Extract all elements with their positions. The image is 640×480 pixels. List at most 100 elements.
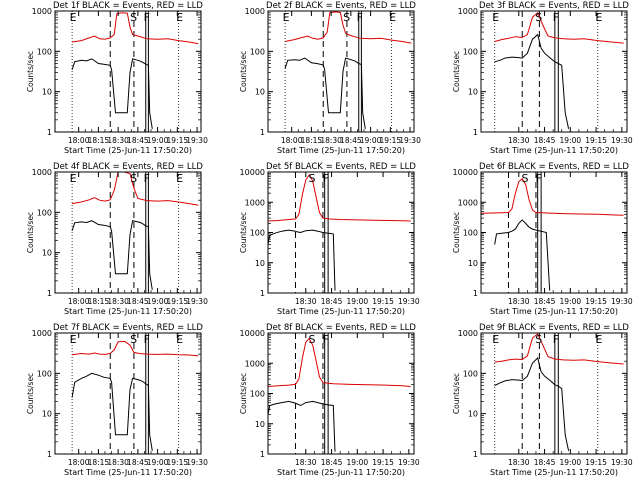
x-tick-label: 19:30	[611, 297, 633, 306]
x-axis-label: Start Time (25-Jun-11 17:50:20)	[64, 468, 192, 477]
x-tick-label: 18:30	[107, 297, 129, 306]
y-tick-label: 1	[47, 450, 52, 459]
y-tick-label: 1000	[458, 198, 478, 207]
events-series-line	[71, 220, 153, 290]
x-tick-label: 19:00	[360, 136, 382, 145]
marker-label-e1: E	[70, 333, 77, 346]
x-axis-label: Start Time (25-Jun-11 17:50:20)	[277, 468, 405, 477]
y-tick-label: 1000	[458, 329, 478, 338]
y-tick-label: 1	[260, 128, 265, 137]
y-tick-label: 1	[47, 289, 52, 298]
x-axis-label: Start Time (25-Jun-11 17:50:20)	[490, 468, 618, 477]
y-tick-label: 10	[468, 88, 478, 97]
x-tick-label: 18:30	[320, 136, 342, 145]
x-tick-label: 18:00	[281, 136, 303, 145]
y-tick-label: 1	[473, 289, 478, 298]
y-tick-label: 100	[250, 229, 265, 238]
x-tick-label: 18:00	[68, 297, 90, 306]
y-tick-label: 10000	[240, 168, 265, 177]
y-tick-label: 100	[463, 369, 478, 378]
marker-label-e2: E	[176, 172, 183, 185]
plot-frame	[480, 171, 628, 294]
x-tick-label: 19:15	[167, 297, 189, 306]
marker-lines	[494, 333, 599, 454]
x-tick-label: 19:00	[347, 297, 369, 306]
plot-frame	[267, 332, 415, 455]
y-tick-label: 10	[468, 410, 478, 419]
panel-title: Det 5f BLACK = Events, RED = LLD	[266, 162, 416, 172]
y-tick-label: 100	[250, 47, 265, 56]
x-tick-label: 19:00	[147, 136, 169, 145]
marker-label-e2: E	[595, 333, 602, 346]
x-tick-label: 18:45	[534, 297, 556, 306]
x-axis: 18:0018:1518:3018:4519:0019:1519:30Start…	[64, 333, 208, 477]
x-tick-label: 18:30	[508, 297, 530, 306]
x-axis: 18:0018:1518:3018:4519:0019:1519:30Start…	[64, 11, 208, 155]
series-group	[481, 177, 624, 291]
x-tick-label: 18:45	[534, 136, 556, 145]
y-tick-label: 100	[37, 208, 52, 217]
y-tick-label: 1000	[32, 329, 52, 338]
y-axis-label: Counts/sec	[26, 51, 35, 92]
y-tick-label: 10	[42, 249, 52, 258]
events-series-line	[494, 219, 551, 291]
marker-label-e2: E	[389, 11, 396, 24]
y-tick-label: 1000	[458, 7, 478, 16]
marker-label-s: S	[130, 11, 137, 24]
x-tick-label: 18:45	[321, 297, 343, 306]
x-tick-label: 18:30	[295, 458, 317, 467]
marker-label-e2: E	[176, 333, 183, 346]
events-series-line	[71, 58, 153, 129]
x-tick-label: 19:15	[585, 297, 607, 306]
y-axis: 1 10 100 1000 10000 Counts/sec	[239, 168, 414, 298]
marker-label-f: F	[553, 333, 559, 346]
y-tick-label: 1	[260, 450, 265, 459]
x-tick-label: 18:15	[88, 136, 110, 145]
marker-label-f: F	[144, 11, 150, 24]
x-tick-label: 19:15	[380, 136, 402, 145]
marker-label-f: F	[536, 172, 542, 185]
lld-series-line	[72, 12, 199, 45]
y-axis-label: Counts/sec	[452, 212, 461, 253]
x-tick-label: 18:30	[508, 458, 530, 467]
events-series-line	[268, 229, 336, 291]
marker-label-s: S	[308, 333, 315, 346]
x-tick-label: 19:00	[560, 297, 582, 306]
x-tick-label: 19:15	[372, 297, 394, 306]
y-axis: 1 10 100 1000 Counts/sec	[239, 7, 414, 137]
y-tick-label: 10	[42, 88, 52, 97]
marker-label-s: S	[535, 333, 542, 346]
y-axis-label: Counts/sec	[452, 373, 461, 414]
x-axis: 18:0018:1518:3018:4519:0019:1519:30Start…	[277, 11, 421, 155]
panel-title: Det 8f BLACK = Events, RED = LLD	[266, 323, 416, 333]
y-tick-label: 1000	[32, 168, 52, 177]
events-series-line	[268, 400, 336, 452]
x-tick-label: 19:15	[167, 136, 189, 145]
y-tick-label: 10	[255, 259, 265, 268]
x-tick-label: 19:30	[611, 136, 633, 145]
x-tick-label: 18:45	[127, 297, 149, 306]
y-tick-label: 1000	[245, 359, 265, 368]
x-tick-label: 18:45	[127, 136, 149, 145]
marker-label-e2: E	[595, 11, 602, 24]
marker-lines	[494, 11, 599, 132]
events-series-line	[284, 57, 366, 129]
x-tick-label: 19:30	[186, 458, 208, 467]
x-axis-label: Start Time (25-Jun-11 17:50:20)	[490, 146, 618, 155]
x-tick-label: 19:15	[585, 458, 607, 467]
y-axis-label: Counts/sec	[26, 373, 35, 414]
y-axis-label: Counts/sec	[26, 212, 35, 253]
panel-title: Det 4f BLACK = Events, RED = LLD	[53, 162, 203, 172]
marker-lines	[71, 172, 180, 293]
